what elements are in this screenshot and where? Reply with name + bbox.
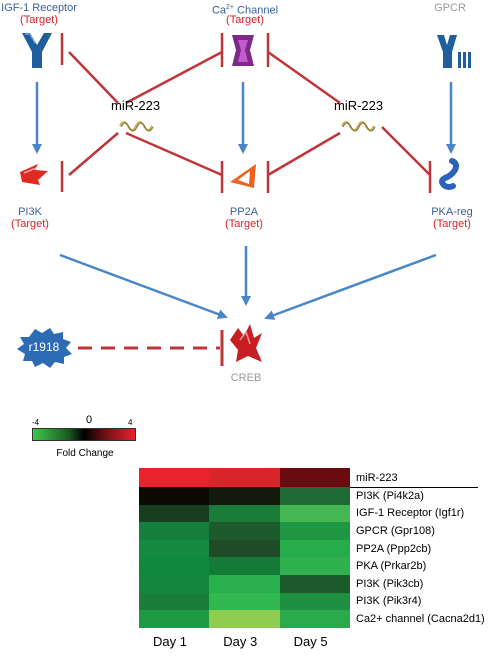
heatmap-cell bbox=[139, 504, 210, 523]
heatmap-cell bbox=[279, 557, 351, 576]
pp2a-label: PP2A bbox=[229, 206, 259, 218]
inhibition-right-mir bbox=[266, 33, 432, 193]
heatmap-cell bbox=[209, 592, 281, 611]
pp2a-icon bbox=[230, 164, 256, 188]
pi3k-label: PI3K bbox=[18, 206, 42, 218]
heatmap-cell bbox=[279, 487, 351, 506]
heatmap-row-label: miR-223 bbox=[356, 471, 398, 484]
heatmap-cell bbox=[139, 487, 210, 506]
gpcr-label: GPCR bbox=[434, 2, 466, 14]
heatmap-cell bbox=[139, 522, 210, 541]
heatmap-cell bbox=[139, 539, 210, 558]
r1918-burst bbox=[17, 328, 72, 368]
heatmap-row-label: PI3K (Pik3r4) bbox=[356, 595, 422, 608]
heatmap-column-label: Day 5 bbox=[293, 634, 328, 649]
r1918-label: r1918 bbox=[28, 340, 60, 354]
igf1r-target-label: (Target) bbox=[20, 14, 58, 26]
heatmap-cell bbox=[209, 468, 281, 488]
pi3k-target-label: (Target) bbox=[11, 218, 49, 230]
heatmap-cell bbox=[279, 592, 351, 611]
arrow-pi3k-to-creb bbox=[59, 253, 228, 319]
heatmap-cell bbox=[209, 522, 281, 541]
heatmap-cell bbox=[279, 610, 351, 629]
igf1r-label: IGF-1 Receptor bbox=[1, 2, 77, 14]
heatmap-cell bbox=[279, 468, 351, 488]
heatmap-cell bbox=[279, 575, 351, 594]
heatmap-cell bbox=[209, 575, 281, 594]
heatmap-column-label: Day 1 bbox=[153, 634, 187, 649]
fold-change-colorbar bbox=[32, 428, 136, 441]
heatmap-cell bbox=[209, 487, 281, 506]
heatmap-cell bbox=[209, 504, 281, 523]
heatmap-row-label: PKA (Prkar2b) bbox=[356, 560, 427, 573]
heatmap-cell bbox=[139, 557, 210, 576]
heatmap-cell bbox=[279, 539, 351, 558]
gpcr-icon bbox=[437, 35, 471, 68]
heatmap-row-label: Ca2+ channel (Cacna2d1) bbox=[356, 613, 485, 625]
pka-reg-label: PKA-reg bbox=[431, 206, 473, 218]
pka-reg-icon bbox=[439, 158, 459, 190]
heatmap bbox=[139, 468, 351, 629]
inhibition-left-mir bbox=[60, 33, 224, 193]
igf1r-receptor-icon bbox=[22, 33, 52, 68]
pathway-diagram bbox=[17, 33, 471, 368]
heatmap-column-label: Day 3 bbox=[223, 634, 258, 649]
pka-target-label: (Target) bbox=[433, 218, 471, 230]
scale-max-label: 4 bbox=[128, 418, 133, 427]
heatmap-cell bbox=[209, 610, 281, 629]
heatmap-row-label: PI3K (Pik3cb) bbox=[356, 577, 424, 590]
creb-label: CREB bbox=[230, 372, 262, 384]
mirna-label-left: miR-223 bbox=[111, 98, 161, 113]
calcium-channel-label: Ca2+ Channel bbox=[211, 4, 279, 17]
mirna-label-right: miR-223 bbox=[334, 98, 384, 113]
pi3k-icon bbox=[20, 164, 48, 185]
heatmap-row-label: PI3K (Pi4k2a) bbox=[356, 489, 424, 502]
arrow-pka-to-creb bbox=[264, 253, 437, 320]
heatmap-cell bbox=[279, 522, 351, 541]
creb-icon bbox=[230, 324, 262, 362]
heatmap-row-label: IGF-1 Receptor (Igf1r) bbox=[356, 507, 465, 520]
heatmap-miR-divider bbox=[350, 487, 478, 488]
calcium-channel-target-label: (Target) bbox=[226, 14, 264, 26]
heatmap-cell bbox=[209, 557, 281, 576]
scale-mid-label: 0 bbox=[86, 414, 93, 426]
heatmap-row-label: PP2A (Ppp2cb) bbox=[356, 542, 432, 555]
heatmap-cell bbox=[139, 468, 210, 488]
heatmap-cell bbox=[139, 610, 210, 629]
heatmap-cell bbox=[139, 575, 210, 594]
heatmap-cell bbox=[209, 539, 281, 558]
heatmap-cell bbox=[139, 592, 210, 611]
heatmap-row-label: GPCR (Gpr108) bbox=[356, 525, 435, 537]
calcium-channel-icon bbox=[232, 35, 254, 66]
fold-change-label: Fold Change bbox=[56, 448, 114, 459]
pp2a-target-label: (Target) bbox=[225, 218, 263, 230]
heatmap-cell bbox=[279, 504, 351, 523]
scale-min-label: -4 bbox=[32, 418, 40, 427]
